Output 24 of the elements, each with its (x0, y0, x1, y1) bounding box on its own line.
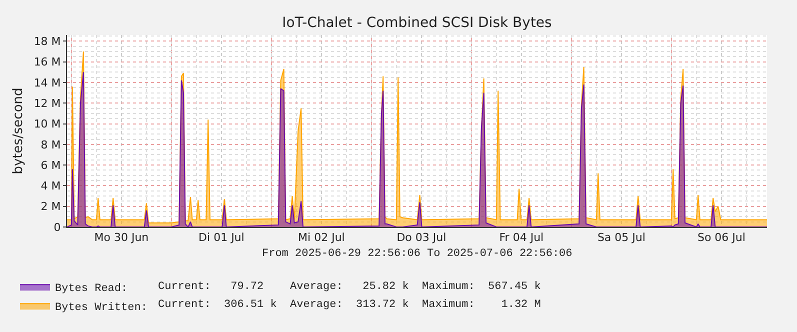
text: Current: 79.72 Average: 25.82 k Maximum: 567.45 k (158, 281, 542, 293)
x-tick-label: Fr 04 Jul (499, 231, 544, 244)
x-tick-label: Di 01 Jul (198, 231, 244, 244)
y-tick-label: 6 M (40, 158, 61, 172)
x-tick-label: So 06 Jul (697, 231, 746, 244)
x-tick-label: Mo 30 Jun (94, 231, 149, 244)
text: Current: 306.51 k Average: 313.72 k Maximum: 1.32 M (158, 299, 541, 311)
y-tick-label: 0 (54, 220, 61, 234)
y-tick-label: 10 M (34, 118, 61, 131)
y-tick-label: 18 M (34, 35, 61, 48)
legend-label: Bytes Read: (55, 282, 128, 295)
text: From 2025-06-29 22:56:06 To 2025-07-06 22:56:06 (262, 248, 572, 260)
y-tick-label: 8 M (40, 138, 61, 152)
y-tick-label: 14 M (34, 76, 61, 90)
chart-title: IoT-Chalet - Combined SCSI Disk Bytes (282, 14, 552, 31)
y-tick-label: 12 M (34, 96, 61, 110)
x-tick-label: Mi 02 Jul (298, 231, 345, 244)
legend-label: Bytes Written: (55, 302, 148, 314)
y-tick-label: 2 M (40, 200, 61, 214)
x-tick-label: Do 03 Jul (396, 231, 446, 244)
y-axis-title: bytes/second (10, 88, 26, 174)
y-tick-label: 16 M (34, 56, 61, 69)
x-tick-label: Sa 05 Jul (597, 231, 646, 244)
y-tick-label: 4 M (40, 180, 61, 193)
